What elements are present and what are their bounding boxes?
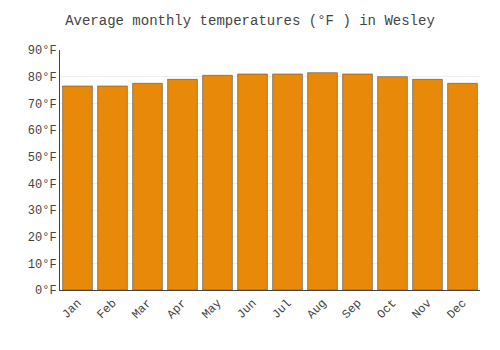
svg-text:Jun: Jun (234, 297, 259, 322)
svg-text:Dec: Dec (444, 297, 469, 322)
svg-text:80°F: 80°F (28, 71, 57, 85)
svg-text:20°F: 20°F (28, 231, 57, 245)
svg-text:90°F: 90°F (28, 44, 57, 58)
svg-text:70°F: 70°F (28, 98, 57, 112)
svg-text:Aug: Aug (304, 297, 329, 322)
svg-text:Apr: Apr (164, 297, 189, 322)
svg-text:Jul: Jul (269, 297, 294, 322)
svg-text:Feb: Feb (94, 297, 119, 322)
svg-text:Mar: Mar (129, 297, 154, 322)
svg-text:May: May (199, 297, 224, 322)
svg-text:10°F: 10°F (28, 258, 57, 272)
svg-text:0°F: 0°F (35, 284, 57, 298)
svg-text:Average monthly temperatures (: Average monthly temperatures (°F ) in We… (65, 13, 435, 29)
svg-text:60°F: 60°F (28, 124, 57, 138)
svg-text:30°F: 30°F (28, 204, 57, 218)
svg-text:Nov: Nov (409, 297, 434, 322)
svg-text:40°F: 40°F (28, 178, 57, 192)
svg-text:50°F: 50°F (28, 151, 57, 165)
svg-text:Jan: Jan (59, 297, 84, 322)
svg-text:Oct: Oct (374, 297, 399, 322)
svg-text:Sep: Sep (339, 297, 364, 322)
